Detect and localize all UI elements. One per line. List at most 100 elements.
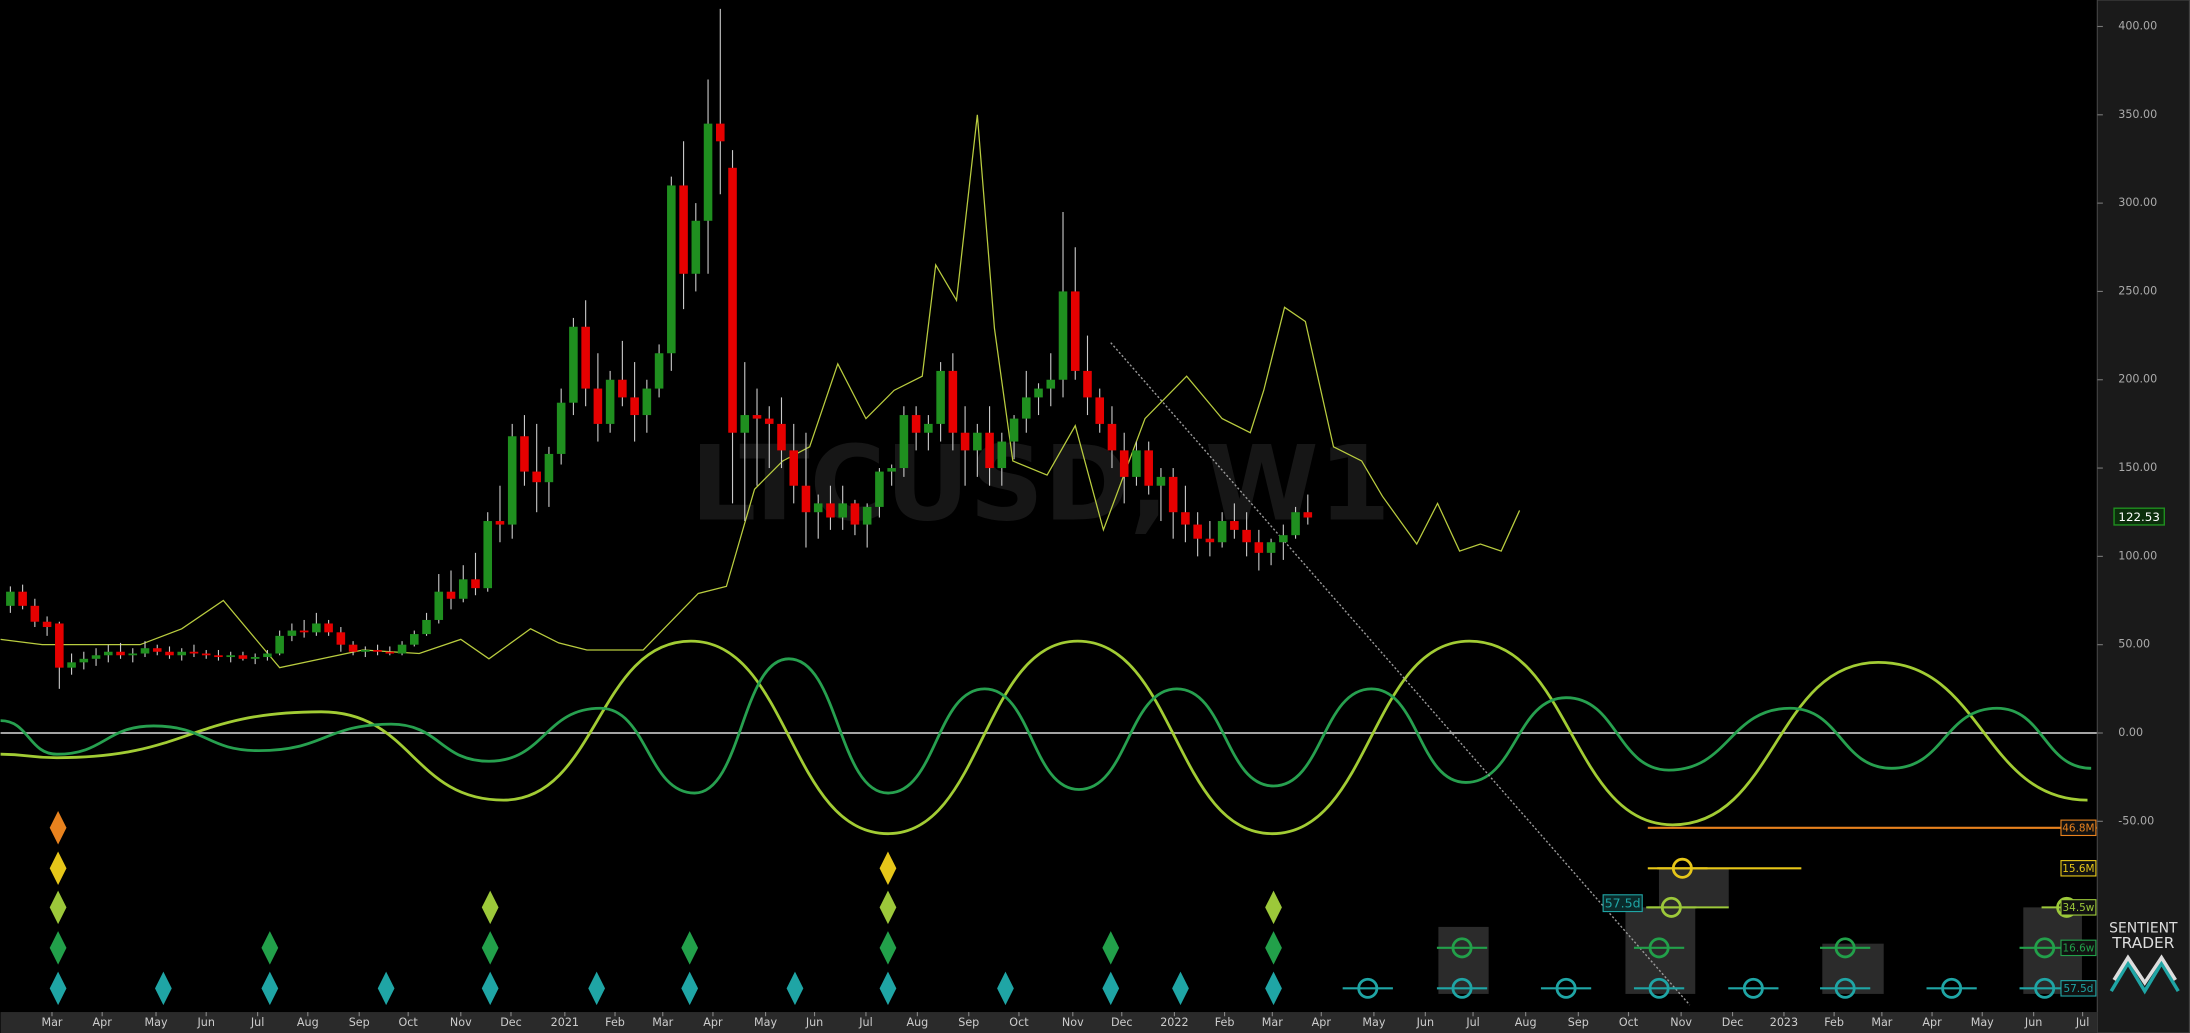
- watermark: LTCUSD, W1: [691, 425, 1391, 545]
- x-tick-label: Aug: [906, 1016, 928, 1029]
- x-tick-label: Apr: [1312, 1016, 1332, 1029]
- x-tick-label: Aug: [297, 1016, 319, 1029]
- x-tick-label: Aug: [1515, 1016, 1537, 1029]
- x-tick-label: Nov: [1062, 1016, 1084, 1029]
- x-tick-label: Feb: [1824, 1016, 1844, 1029]
- candle-body: [1083, 370, 1092, 398]
- candle-body: [960, 432, 970, 451]
- x-tick-label: Mar: [652, 1016, 673, 1029]
- x-tick-label: May: [144, 1016, 167, 1029]
- cycle-projection: [1451, 977, 1473, 999]
- cycle-trough-diamond: [879, 931, 897, 965]
- oscillator-line: [0, 639, 2088, 836]
- logo-stroke: [2112, 954, 2177, 986]
- cycle-trough-diamond: [1102, 971, 1120, 1006]
- cycle-label: 15.6M: [2062, 863, 2094, 875]
- x-tick-label: 2021: [551, 1016, 579, 1029]
- cycle-trough-diamond: [879, 890, 897, 925]
- cycle-trough-diamond: [997, 971, 1014, 1006]
- candle-body: [654, 353, 664, 389]
- candle-body: [532, 471, 541, 483]
- logo-stroke: [2109, 959, 2180, 995]
- y-tick-label: 100.00: [2118, 549, 2157, 562]
- cycle-projection: [1648, 937, 1670, 959]
- candle-body: [556, 402, 566, 454]
- candle-body: [813, 503, 823, 513]
- y-tick-label: 400.00: [2118, 19, 2157, 32]
- candle-body: [973, 432, 982, 451]
- candle-body: [728, 167, 737, 433]
- x-tick-label: Nov: [450, 1016, 472, 1029]
- cycle-label-box: [2060, 899, 2097, 916]
- last-price-label: 122.53: [2118, 510, 2160, 524]
- x-tick-label: Jul: [250, 1016, 264, 1029]
- candle-body: [1070, 291, 1080, 371]
- cycle-label: 16.6w: [2063, 943, 2095, 955]
- cycle-trough-diamond: [1265, 890, 1282, 925]
- cycle-trough-diamond: [49, 931, 67, 965]
- candle-body: [740, 415, 750, 433]
- cycle-trough-diamond: [681, 931, 699, 965]
- candle-body: [630, 397, 639, 416]
- cycle-trough-diamond: [49, 811, 67, 845]
- cycle-label-box: [2060, 819, 2097, 837]
- x-tick-label: May: [1362, 1016, 1385, 1029]
- x-tick-label: Mar: [41, 1016, 62, 1029]
- candle-body: [1119, 450, 1129, 477]
- candle-body: [1291, 512, 1300, 536]
- x-tick-label: Sep: [1568, 1016, 1589, 1029]
- candle-body: [214, 655, 223, 658]
- cycle-trough-diamond: [1172, 971, 1189, 1006]
- cycle-projection: [1660, 896, 1682, 918]
- candle-body: [1279, 535, 1288, 543]
- x-tick-label: Jun: [1416, 1016, 1434, 1029]
- cycle-trough-diamond: [681, 971, 699, 1006]
- candle-body: [801, 485, 811, 513]
- candle-body: [177, 651, 187, 656]
- x-tick-label: Feb: [1215, 1016, 1235, 1029]
- candle-body: [544, 453, 554, 483]
- x-tick-label: 2023: [1770, 1016, 1798, 1029]
- candle-body: [618, 379, 627, 398]
- brand-subtitle: TRADER: [2111, 934, 2174, 952]
- cycle-trough-diamond: [49, 851, 67, 886]
- candle-body: [850, 503, 860, 525]
- axes: 400.00 350.00 300.00 250.00 200.00 150.00 100.…: [41, 19, 2165, 1029]
- projection-box: [1658, 868, 1729, 908]
- projection-box: [1625, 907, 1696, 994]
- y-tick-label: 350.00: [2118, 108, 2157, 121]
- candle-body: [716, 123, 725, 142]
- y-tick-label: 250.00: [2118, 284, 2157, 297]
- candle-body: [679, 185, 688, 274]
- candle-body: [30, 605, 40, 622]
- candle-body: [140, 648, 150, 654]
- candle-body: [826, 503, 835, 518]
- candle-body: [336, 632, 346, 645]
- cycle-trough-diamond: [1102, 931, 1120, 965]
- candle-body: [189, 651, 199, 654]
- x-tick-label: Sep: [958, 1016, 979, 1029]
- x-tick-label: Jun: [2024, 1016, 2042, 1029]
- cycle-trough-diamond: [481, 890, 499, 925]
- candle-body: [911, 415, 921, 433]
- candle-body: [385, 651, 395, 654]
- candle-body: [422, 619, 431, 635]
- cycle-trough-diamond: [481, 931, 499, 965]
- candle-body: [226, 655, 235, 658]
- candle-body: [79, 658, 89, 663]
- x-tick-label: Mar: [1871, 1016, 1892, 1029]
- x-tick-label: Jul: [858, 1016, 872, 1029]
- oscillator-line: [0, 657, 2092, 795]
- x-tick-label: Apr: [1922, 1016, 1942, 1029]
- cycle-projection: [1834, 977, 1856, 999]
- candle-body: [250, 657, 260, 659]
- x-tick-label: Oct: [1009, 1016, 1029, 1029]
- x-tick-label: Dec: [1111, 1016, 1133, 1029]
- x-tick-label: May: [754, 1016, 777, 1029]
- candle-body: [67, 662, 76, 668]
- candle-body: [312, 623, 321, 633]
- candle-body: [764, 418, 774, 424]
- candle-body: [691, 220, 701, 274]
